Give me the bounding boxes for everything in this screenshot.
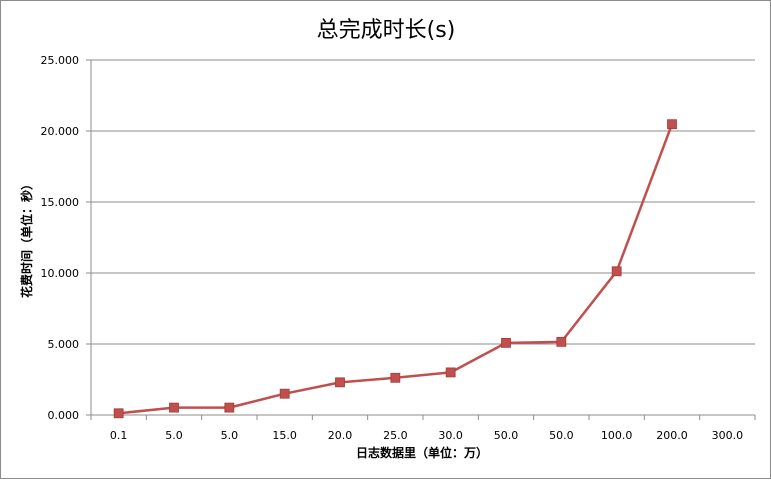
y-axis-label: 花费时间（单位：秒） — [19, 178, 34, 298]
x-tick-label: 15.0 — [272, 429, 297, 442]
x-tick-label: 300.0 — [712, 429, 744, 442]
x-tick-label: 5.0 — [165, 429, 183, 442]
x-tick-label: 5.0 — [221, 429, 239, 442]
x-axis-label: 日志数据里（单位：万） — [356, 445, 488, 460]
y-tick-label: 5.000 — [48, 338, 80, 351]
data-point-marker — [113, 408, 124, 419]
data-point-marker — [224, 402, 235, 413]
data-point-marker — [169, 402, 179, 413]
data-point-marker — [667, 119, 677, 130]
data-point-marker — [445, 367, 456, 378]
x-tick-label: 30.0 — [438, 429, 463, 442]
chart-title: 总完成时长(s) — [317, 18, 456, 43]
y-tick-label: 20.000 — [41, 125, 80, 138]
data-series — [113, 119, 677, 419]
data-point-marker — [556, 336, 567, 347]
data-point-marker — [390, 372, 401, 383]
data-point-marker — [611, 266, 622, 277]
x-tick-label: 50.0 — [494, 429, 519, 442]
x-tick-label: 0.1 — [110, 429, 128, 442]
axes — [90, 60, 755, 416]
x-tick-label: 100.0 — [601, 429, 633, 442]
data-point-marker — [335, 377, 345, 388]
series-line — [118, 123, 674, 415]
x-tick-labels: 0.1 5.0 5.0 15.0 20.0 25.0 30.0 50.0 50.0 100.0 20… — [90, 415, 756, 442]
data-point-marker — [279, 388, 290, 399]
data-point-marker — [501, 337, 511, 348]
y-tick-label: 25.000 — [41, 54, 80, 67]
x-tick-label: 50.0 — [549, 429, 574, 442]
grid-lines — [91, 59, 755, 345]
x-tick-label: 25.0 — [383, 429, 408, 442]
x-tick-label: 200.0 — [656, 429, 688, 442]
y-tick-labels: 0.000 5.000 10.000 15.000 20.000 25.000 — [41, 54, 91, 422]
y-tick-label: 0.000 — [48, 409, 80, 422]
y-tick-label: 10.000 — [41, 267, 80, 280]
y-tick-label: 15.000 — [41, 196, 80, 209]
x-tick-label: 20.0 — [328, 429, 353, 442]
